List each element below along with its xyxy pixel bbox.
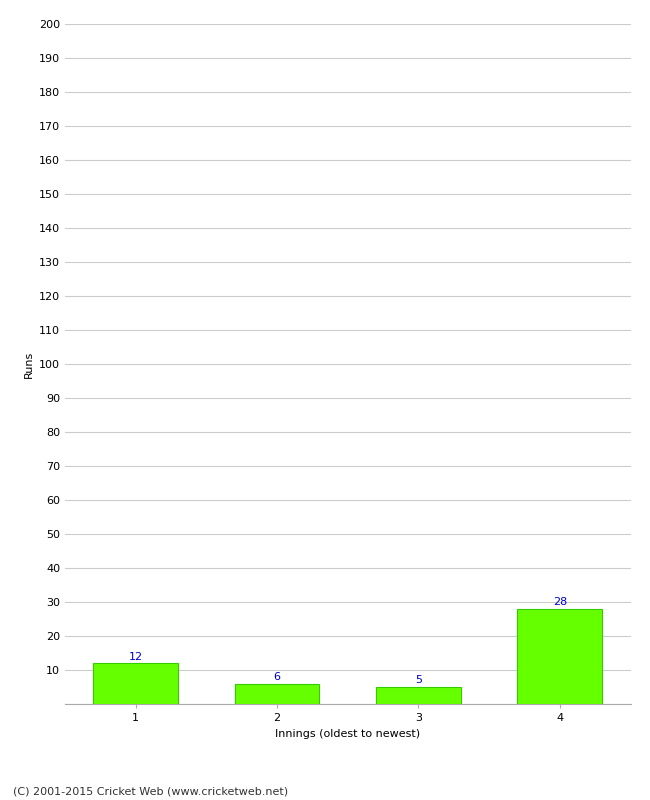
Bar [376,687,461,704]
Text: 6: 6 [274,672,281,682]
Bar [517,609,602,704]
Bar [235,683,319,704]
Bar [94,663,178,704]
Text: 12: 12 [129,651,143,662]
Text: 5: 5 [415,675,422,686]
Text: (C) 2001-2015 Cricket Web (www.cricketweb.net): (C) 2001-2015 Cricket Web (www.cricketwe… [13,786,288,796]
Y-axis label: Runs: Runs [23,350,33,378]
X-axis label: Innings (oldest to newest): Innings (oldest to newest) [275,729,421,738]
Text: 28: 28 [552,597,567,607]
